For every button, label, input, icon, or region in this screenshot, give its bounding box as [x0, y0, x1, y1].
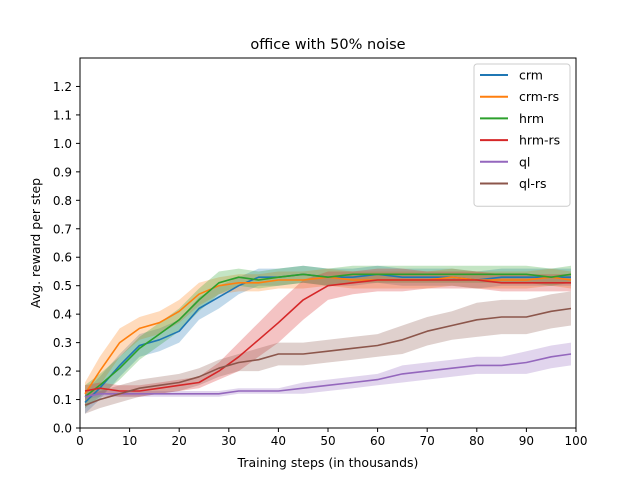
legend-label-hrm: hrm	[519, 111, 544, 126]
y-axis-ticks: 0.0 0.1 0.2 0.3 0.4 0.5 0.6 0.7 0.8 0.9 1.0 1.1 1.2	[53, 80, 80, 436]
y-tick-label: 0.9	[53, 165, 72, 179]
x-axis-label: Training steps (in thousands)	[237, 455, 419, 470]
x-tick-label: 80	[469, 434, 484, 448]
legend-label-crm-rs: crm-rs	[519, 89, 559, 104]
x-tick-label: 100	[565, 434, 588, 448]
x-axis-ticks: 0 10 20 30 40 50 60 70 80 90 100	[76, 428, 587, 448]
band-hrm-rs	[85, 268, 571, 397]
legend-label-hrm-rs: hrm-rs	[519, 133, 560, 148]
series-lines	[84, 273, 572, 406]
y-tick-label: 0.1	[53, 393, 72, 407]
band-crm	[85, 265, 571, 414]
series-line-hrm-rs	[84, 279, 571, 392]
series-line-ql-rs	[84, 307, 572, 406]
legend-box	[473, 63, 571, 207]
chart-title: office with 50% noise	[250, 37, 405, 53]
y-tick-label: 0.2	[53, 365, 72, 379]
legend-label-ql: ql	[519, 154, 530, 169]
y-tick-label: 1.2	[53, 80, 72, 94]
band-hrm	[85, 265, 571, 409]
series-line-ql	[84, 353, 572, 398]
x-tick-label: 60	[370, 434, 385, 448]
x-tick-label: 30	[221, 434, 236, 448]
y-tick-label: 1.0	[53, 137, 72, 151]
y-tick-label: 0.7	[53, 222, 72, 236]
y-tick-label: 0.8	[53, 194, 72, 208]
legend: crm crm-rs hrm hrm-rs ql ql-rs	[473, 63, 571, 207]
y-axis-label: Avg. reward per step	[28, 178, 43, 308]
y-tick-label: 0.5	[53, 279, 72, 293]
y-tick-label: 0.6	[53, 251, 72, 265]
y-tick-label: 0.4	[53, 308, 72, 322]
x-tick-label: 90	[519, 434, 534, 448]
y-tick-label: 0.0	[53, 422, 72, 436]
series-line-hrm	[84, 273, 572, 398]
x-tick-label: 10	[122, 434, 137, 448]
x-tick-label: 0	[76, 434, 84, 448]
x-tick-label: 50	[320, 434, 335, 448]
y-tick-label: 1.1	[53, 108, 72, 122]
legend-label-crm: crm	[519, 68, 543, 83]
x-tick-label: 40	[271, 434, 286, 448]
y-tick-label: 0.3	[53, 336, 72, 350]
legend-label-ql-rs: ql-rs	[519, 176, 547, 191]
series-line-crm-rs	[84, 276, 572, 395]
x-tick-label: 70	[420, 434, 435, 448]
band-ql-rs	[85, 291, 571, 414]
x-tick-label: 20	[172, 434, 187, 448]
